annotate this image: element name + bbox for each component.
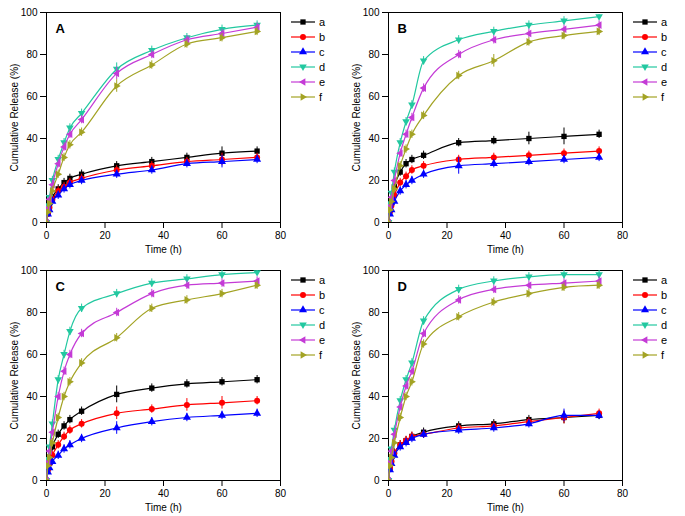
svg-text:100: 100 <box>363 265 380 276</box>
svg-text:Cumulative Release (%): Cumulative Release (%) <box>351 322 362 430</box>
svg-text:60: 60 <box>368 91 380 102</box>
svg-text:0: 0 <box>386 488 392 499</box>
svg-text:40: 40 <box>158 488 170 499</box>
svg-text:100: 100 <box>21 265 38 276</box>
html-text:f: f <box>661 348 665 361</box>
svg-text:60: 60 <box>26 91 38 102</box>
html-text:c: c <box>319 303 325 316</box>
svg-text:D: D <box>398 279 407 294</box>
html-text:f: f <box>661 90 665 103</box>
svg-text:0: 0 <box>44 230 50 241</box>
svg-text:Time (h): Time (h) <box>487 502 524 513</box>
html-text:e: e <box>661 75 668 88</box>
html-text:b: b <box>661 288 668 301</box>
svg-text:0: 0 <box>374 475 380 486</box>
svg-text:B: B <box>398 21 407 36</box>
svg-text:40: 40 <box>500 230 512 241</box>
svg-text:20: 20 <box>26 175 38 186</box>
html-text:b: b <box>319 30 326 43</box>
svg-text:60: 60 <box>368 349 380 360</box>
svg-text:80: 80 <box>368 307 380 318</box>
svg-text:0: 0 <box>44 488 50 499</box>
svg-text:60: 60 <box>216 488 228 499</box>
html-text:d: d <box>661 60 668 73</box>
svg-text:20: 20 <box>26 433 38 444</box>
html-text:b: b <box>319 288 326 301</box>
html-text:e: e <box>661 333 668 346</box>
svg-text:Time (h): Time (h) <box>145 244 182 255</box>
svg-text:40: 40 <box>26 133 38 144</box>
svg-text:80: 80 <box>617 230 629 241</box>
html-text:b: b <box>661 30 668 43</box>
html-text:e: e <box>319 75 326 88</box>
svg-text:20: 20 <box>99 488 111 499</box>
svg-text:80: 80 <box>26 307 38 318</box>
html-text:c: c <box>319 45 325 58</box>
svg-text:20: 20 <box>99 230 111 241</box>
svg-text:0: 0 <box>32 475 38 486</box>
svg-text:60: 60 <box>26 349 38 360</box>
svg-text:Cumulative Release (%): Cumulative Release (%) <box>9 64 20 172</box>
svg-text:100: 100 <box>21 7 38 18</box>
svg-text:Cumulative Release (%): Cumulative Release (%) <box>9 322 20 430</box>
svg-text:20: 20 <box>441 488 453 499</box>
svg-text:80: 80 <box>275 230 287 241</box>
svg-text:60: 60 <box>216 230 228 241</box>
html-text:c: c <box>661 303 667 316</box>
html-text:d: d <box>661 318 668 331</box>
html-text:a: a <box>319 15 326 28</box>
svg-text:0: 0 <box>374 217 380 228</box>
svg-text:20: 20 <box>368 175 380 186</box>
svg-text:40: 40 <box>368 133 380 144</box>
svg-text:40: 40 <box>368 391 380 402</box>
svg-text:80: 80 <box>617 488 629 499</box>
svg-text:0: 0 <box>32 217 38 228</box>
html-text:c: c <box>661 45 667 58</box>
html-text:f: f <box>319 90 323 103</box>
svg-text:80: 80 <box>26 49 38 60</box>
svg-text:A: A <box>56 21 66 36</box>
html-text:f: f <box>319 348 323 361</box>
svg-text:0: 0 <box>386 230 392 241</box>
svg-text:Time (h): Time (h) <box>145 502 182 513</box>
html-text:a: a <box>661 15 668 28</box>
svg-text:Cumulative Release (%): Cumulative Release (%) <box>351 64 362 172</box>
svg-text:60: 60 <box>558 230 570 241</box>
html-text:a: a <box>661 273 668 286</box>
html-text:d: d <box>319 60 326 73</box>
svg-text:Time (h): Time (h) <box>487 244 524 255</box>
svg-text:20: 20 <box>368 433 380 444</box>
html-text:e: e <box>319 333 326 346</box>
svg-text:100: 100 <box>363 7 380 18</box>
html-text:d: d <box>319 318 326 331</box>
svg-text:80: 80 <box>368 49 380 60</box>
svg-text:80: 80 <box>275 488 287 499</box>
svg-text:40: 40 <box>500 488 512 499</box>
svg-text:20: 20 <box>441 230 453 241</box>
svg-text:40: 40 <box>26 391 38 402</box>
html-text:a: a <box>319 273 326 286</box>
svg-text:40: 40 <box>158 230 170 241</box>
svg-text:60: 60 <box>558 488 570 499</box>
svg-text:C: C <box>56 279 66 294</box>
